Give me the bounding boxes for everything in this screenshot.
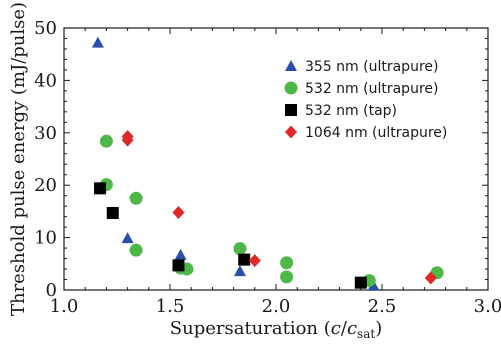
- y-tick-label: 40: [34, 70, 57, 91]
- legend-label: 1064 nm (ultrapure): [305, 125, 447, 141]
- x-axis-symbol: c: [331, 318, 341, 339]
- x-tick-label: 2.0: [262, 296, 291, 317]
- data-point-square: [354, 276, 367, 289]
- x-axis-symbol-denominator: c: [347, 318, 357, 339]
- legend-item: 532 nm (tap): [285, 103, 397, 119]
- legend-item: 1064 nm (ultrapure): [285, 125, 447, 141]
- data-point-diamond: [172, 205, 185, 219]
- legend: 355 nm (ultrapure) 532 nm (ultrapure) 532 …: [284, 59, 447, 141]
- x-axis-subscript: sat: [357, 327, 375, 341]
- series-circle: [99, 134, 444, 288]
- legend-label: 355 nm (ultrapure): [305, 59, 438, 75]
- data-point-triangle: [174, 248, 187, 260]
- data-point-triangle: [121, 232, 134, 244]
- series-triangle: [91, 36, 380, 291]
- legend-item: 532 nm (ultrapure): [284, 81, 438, 97]
- data-point-square: [238, 253, 251, 266]
- series-square: [94, 182, 367, 289]
- x-tick-label: 2.5: [368, 296, 397, 317]
- data-point-diamond: [424, 271, 437, 285]
- x-axis-title-text: Supersaturation: [170, 318, 319, 339]
- x-tick-label: 3.0: [474, 296, 501, 317]
- axis-ticks: [63, 27, 489, 291]
- data-point-square: [94, 182, 107, 195]
- x-tick-label: 1.5: [156, 296, 185, 317]
- data-point-triangle: [91, 36, 104, 48]
- data-point-circle: [129, 191, 143, 205]
- legend-marker-diamond: [285, 125, 297, 139]
- data-points: [91, 36, 444, 291]
- series-diamond: [121, 129, 437, 285]
- y-axis-title: Threshold pulse energy (mJ/pulse): [8, 2, 29, 316]
- x-tick-label: 1.0: [50, 296, 79, 317]
- y-tick-label: 10: [34, 228, 57, 249]
- data-point-circle: [233, 242, 247, 256]
- y-tick-label: 20: [34, 175, 57, 196]
- data-point-circle: [280, 270, 294, 284]
- data-point-triangle: [233, 265, 246, 277]
- data-point-circle: [99, 134, 113, 148]
- legend-marker-triangle: [285, 60, 297, 71]
- data-point-square: [106, 206, 119, 219]
- legend-marker-square: [285, 104, 297, 116]
- data-point-diamond: [121, 133, 134, 147]
- legend-marker-circle: [284, 81, 298, 95]
- y-tick-label: 50: [34, 18, 57, 39]
- x-axis-title: Supersaturation (c/csat): [170, 318, 382, 341]
- data-point-square: [172, 259, 185, 272]
- data-point-circle: [280, 256, 294, 270]
- data-point-circle: [129, 243, 143, 257]
- legend-label: 532 nm (ultrapure): [305, 81, 438, 97]
- legend-label: 532 nm (tap): [305, 103, 397, 119]
- legend-item: 355 nm (ultrapure): [285, 59, 438, 75]
- axis-tick-labels: 1.0 1.5 2.0 2.5 3.0 0 10 20 30 40 50: [34, 18, 501, 317]
- y-tick-label: 30: [34, 123, 57, 144]
- y-tick-label: 0: [46, 280, 57, 301]
- data-point-diamond: [248, 254, 261, 268]
